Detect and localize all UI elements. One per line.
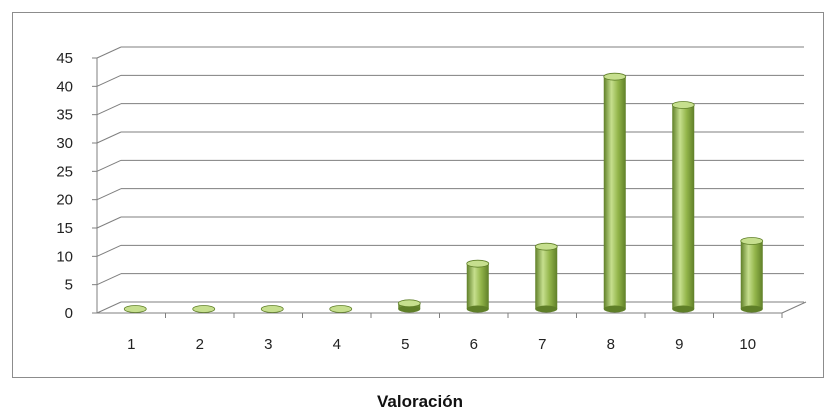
gridline-depth [96,244,122,257]
x-tick-label: 6 [470,336,478,353]
floor-edge [781,301,807,314]
gridline-depth [96,46,122,59]
x-tick-label: 8 [607,336,615,353]
bar-top [192,305,216,313]
x-axis-label: Valoración [377,392,463,411]
bar-body [672,105,695,309]
bar-base [740,305,763,313]
y-tick-label: 45 [56,50,73,67]
bar-top [740,237,764,245]
bar-body [466,263,489,309]
gridline-depth [96,74,122,87]
bar-base [535,305,558,313]
bar-top [397,299,421,308]
bar-top [466,259,490,268]
y-tick-label: 15 [56,220,73,237]
y-tick-label: 0 [65,305,73,322]
x-tick-label: 9 [675,336,683,353]
bar-body [603,76,626,310]
bar-top [329,305,353,313]
bar-top [671,101,695,109]
bar-base [398,305,421,313]
bar-base [466,305,489,313]
gridline-depth [96,131,122,144]
bar-body [535,246,558,309]
x-tick-label: 3 [264,336,272,353]
bar-base [603,305,626,313]
y-tick-label: 5 [65,277,73,294]
x-tick-label: 7 [538,336,546,353]
x-tick-label: 2 [196,336,204,353]
bar-top [123,305,147,313]
x-tick-label: 4 [333,336,341,353]
bar-top [603,72,627,81]
y-tick-label: 10 [56,248,73,265]
bar-body [740,241,763,309]
y-tick-label: 35 [56,107,73,124]
y-tick-label: 40 [56,78,73,95]
gridline-depth [96,159,122,172]
gridline-depth [96,103,122,116]
gridline-depth [96,216,122,229]
x-tick-label: 5 [401,336,409,353]
y-tick-label: 25 [56,163,73,180]
y-tick-label: 30 [56,135,73,152]
x-tick-label: 10 [739,336,756,353]
gridline-depth [96,188,122,201]
bar-top [260,305,284,313]
gridline-depth [96,301,122,314]
x-tick-label: 1 [127,336,135,353]
bar-top [534,242,558,251]
gridline-depth [96,273,122,286]
y-tick-label: 20 [56,192,73,209]
bar-base [672,305,695,313]
